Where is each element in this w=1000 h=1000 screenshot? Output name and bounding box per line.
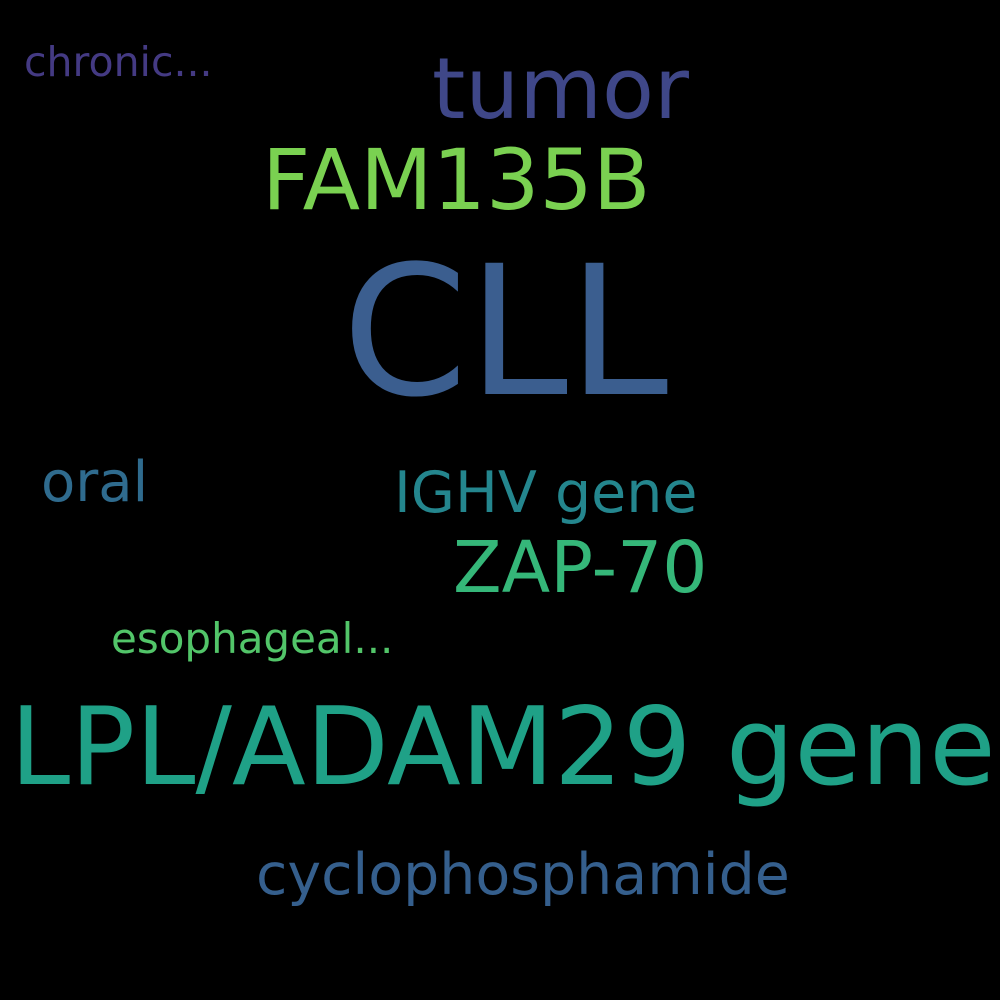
word-tumor: tumor [432, 40, 689, 139]
word-cll: CLL [342, 228, 669, 437]
word-fam135b: FAM135B [262, 131, 651, 229]
word-oral: oral [41, 450, 149, 515]
word-esophageal: esophageal... [111, 614, 394, 663]
word-ighv-gene: IGHV gene [394, 460, 698, 526]
word-cyclophosphamide: cyclophosphamide [256, 842, 790, 908]
word-lpl-adam29-gene: LPL/ADAM29 gene [10, 685, 996, 810]
word-chronic: chronic... [24, 38, 213, 86]
word-zap-70: ZAP-70 [453, 526, 708, 609]
